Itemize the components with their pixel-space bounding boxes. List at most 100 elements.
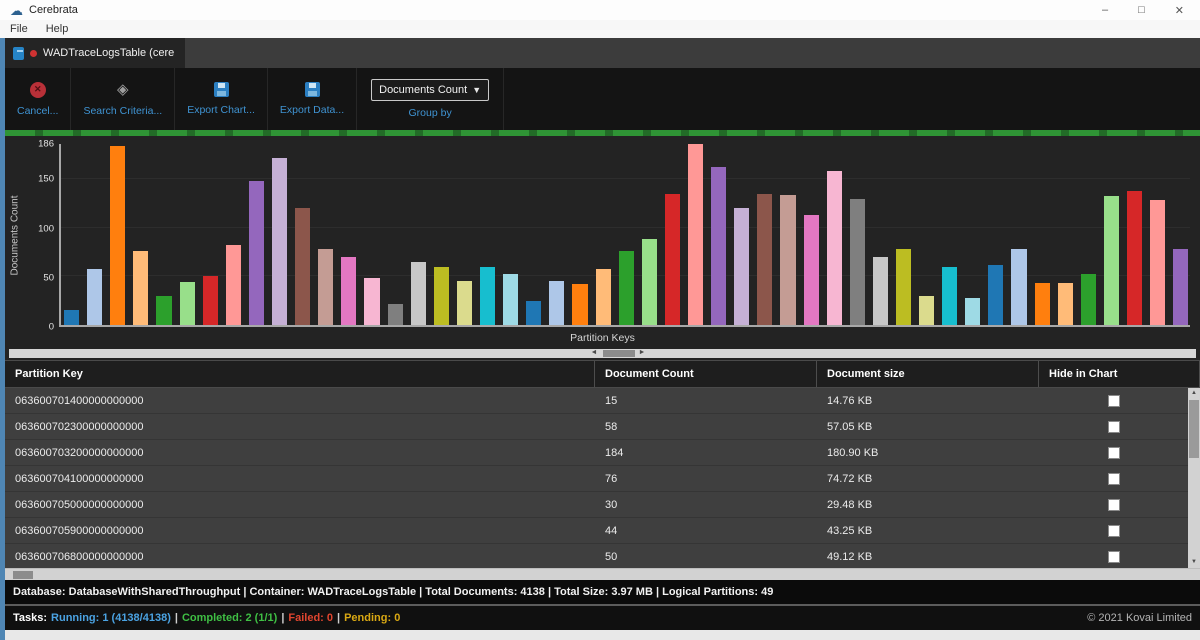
cell-hide-in-chart — [1039, 544, 1188, 568]
table-row[interactable]: 063600703200000000000 184 180.90 KB — [5, 440, 1188, 466]
scroll-right-icon[interactable]: ► — [638, 349, 646, 356]
table-vertical-scrollbar[interactable]: ▲ ▼ — [1188, 388, 1200, 568]
chart-bar — [456, 281, 472, 325]
column-header-document-count[interactable]: Document Count — [595, 361, 817, 387]
table-body-container: 063600701400000000000 15 14.76 KB 063600702… — [5, 388, 1200, 568]
chart-bar — [641, 239, 657, 325]
cell-document-size: 49.12 KB — [827, 550, 873, 563]
window-controls: – □ ✕ — [1102, 4, 1190, 17]
minimize-button[interactable]: – — [1102, 3, 1109, 16]
chart-scrollbar-thumb[interactable] — [602, 350, 635, 357]
cell-hide-in-chart — [1039, 388, 1188, 413]
gridline — [61, 226, 1190, 228]
table-body: 063600701400000000000 15 14.76 KB 063600702… — [5, 388, 1188, 568]
table-row[interactable]: 063600706800000000000 50 49.12 KB — [5, 544, 1188, 568]
hide-in-chart-checkbox[interactable] — [1107, 498, 1120, 511]
hide-in-chart-checkbox[interactable] — [1107, 446, 1120, 459]
group-by-dropdown[interactable]: Documents Count ▼ — [371, 79, 490, 101]
tasks-label: Tasks: — [13, 612, 48, 624]
copyright-text: © 2021 Kovai Limited — [1087, 612, 1192, 624]
chart-bar — [364, 278, 380, 325]
chart-bar — [687, 144, 704, 325]
cell-hide-in-chart — [1039, 466, 1188, 491]
vertical-scrollbar-thumb[interactable] — [1189, 400, 1199, 458]
app-logo-cloud-icon: ☁ — [10, 2, 23, 18]
cell-document-size: 43.25 KB — [827, 524, 873, 537]
table-horizontal-scrollbar[interactable] — [5, 568, 1200, 580]
maximize-button[interactable]: □ — [1138, 3, 1145, 16]
chart-bar — [433, 266, 449, 325]
chart-bar — [595, 268, 611, 325]
search-criteria-button[interactable]: ◈ Search Criteria... — [71, 68, 176, 130]
tasks-separator: | — [281, 612, 285, 624]
hide-in-chart-checkbox[interactable] — [1107, 472, 1120, 485]
hide-in-chart-checkbox[interactable] — [1107, 420, 1120, 433]
scroll-up-icon[interactable]: ▲ — [1191, 390, 1197, 396]
chart-bar — [849, 199, 865, 325]
column-header-hide-in-chart[interactable]: Hide in Chart — [1039, 361, 1200, 387]
chart-bar — [919, 295, 935, 325]
chart-bar — [549, 281, 565, 325]
chart-horizontal-scrollbar[interactable]: ◄ ► — [9, 349, 1196, 358]
column-header-partition-key[interactable]: Partition Key — [5, 361, 595, 387]
chart-bar — [64, 310, 80, 325]
cell-hide-in-chart — [1039, 492, 1188, 517]
close-button[interactable]: ✕ — [1174, 4, 1184, 17]
chart-bar — [110, 145, 126, 325]
title-bar: ☁ Cerebrata – □ ✕ — [0, 0, 1200, 20]
column-header-document-size[interactable]: Document size — [817, 361, 1039, 387]
chart-bar — [1173, 249, 1189, 325]
bottom-strip — [5, 630, 1200, 640]
tasks-pending: Pending: 0 — [344, 612, 401, 624]
chart-bar — [988, 264, 1004, 325]
export-data-button[interactable]: Export Data... — [268, 68, 358, 130]
toolbar: ✕ Cancel... ◈ Search Criteria... Export … — [5, 68, 1200, 130]
cell-hide-in-chart — [1039, 518, 1188, 543]
hide-in-chart-checkbox[interactable] — [1107, 550, 1120, 563]
y-axis-ticks: 0 50 100 150 186 — [25, 139, 59, 333]
y-tick-label: 0 — [48, 321, 54, 333]
cell-hide-in-chart — [1039, 440, 1188, 465]
x-axis-title: Partition Keys — [570, 332, 635, 344]
menu-file[interactable]: File — [10, 23, 28, 35]
cell-document-count: 44 — [605, 524, 618, 537]
menu-help[interactable]: Help — [45, 23, 69, 35]
scroll-left-icon[interactable]: ◄ — [590, 349, 598, 356]
y-axis-title: Documents Count — [9, 195, 21, 276]
chart-bar — [271, 157, 288, 325]
tab-bar: WADTraceLogsTable (cere — [5, 38, 1200, 68]
chart-bar — [202, 276, 218, 325]
table-row[interactable]: 063600704100000000000 76 74.72 KB — [5, 466, 1188, 492]
save-floppy-icon — [304, 82, 320, 97]
chart-bar — [410, 261, 426, 325]
cancel-button[interactable]: ✕ Cancel... — [5, 68, 72, 130]
hide-in-chart-checkbox[interactable] — [1107, 524, 1120, 537]
tasks-completed: Completed: 2 (1/1) — [181, 612, 278, 624]
horizontal-scrollbar-thumb[interactable] — [13, 571, 33, 579]
cell-document-size: 74.72 KB — [827, 472, 873, 485]
cell-document-count: 184 — [605, 446, 624, 459]
cell-document-size: 57.05 KB — [827, 420, 873, 433]
chart-bars — [64, 144, 1189, 325]
chart-bar — [341, 256, 357, 325]
chart-plot-area — [59, 144, 1190, 327]
hide-in-chart-checkbox[interactable] — [1107, 394, 1120, 407]
cell-document-size: 29.48 KB — [827, 498, 873, 511]
tasks-failed: Failed: 0 — [288, 612, 334, 624]
cell-partition-key: 063600704100000000000 — [15, 472, 144, 485]
table-row[interactable]: 063600705900000000000 44 43.25 KB — [5, 518, 1188, 544]
export-chart-button[interactable]: Export Chart... — [175, 68, 268, 130]
left-accent-strip — [0, 38, 5, 640]
table-row[interactable]: 063600702300000000000 58 57.05 KB — [5, 414, 1188, 440]
scroll-down-icon[interactable]: ▼ — [1191, 559, 1197, 565]
chart-bar — [803, 215, 819, 325]
cell-partition-key: 063600706800000000000 — [15, 550, 144, 563]
cell-document-size: 180.90 KB — [827, 446, 879, 459]
table-row[interactable]: 063600701400000000000 15 14.76 KB — [5, 388, 1188, 414]
chart-panel: Documents Count 0 50 100 150 186 Partition K… — [5, 136, 1200, 360]
export-data-button-label: Export Data... — [279, 104, 345, 116]
chart-bar — [179, 282, 195, 325]
tab-wadtracelogstable[interactable]: WADTraceLogsTable (cere — [5, 38, 185, 68]
table-row[interactable]: 063600705000000000000 30 29.48 KB — [5, 492, 1188, 518]
y-tick-label: 186 — [38, 138, 54, 150]
